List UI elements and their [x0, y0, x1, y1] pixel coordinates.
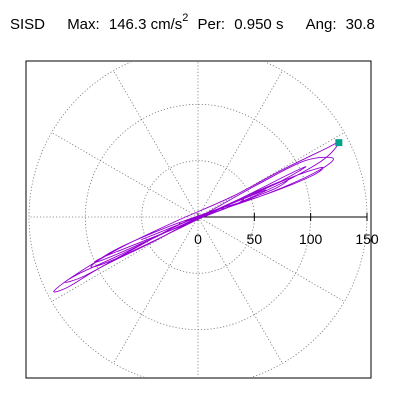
tick-label-50: 50 — [247, 231, 263, 247]
max-label: Max: — [67, 16, 100, 33]
max-value: 146.3 cm/s — [108, 16, 183, 33]
grid-spoke-330 — [197, 216, 345, 302]
grid-spoke-30 — [197, 132, 345, 218]
grid-spoke-300 — [197, 216, 283, 364]
grid-spoke-120 — [113, 70, 199, 218]
tick-label-150: 150 — [355, 231, 379, 247]
per-value: 0.950 s — [234, 16, 284, 33]
tick-label-100: 100 — [299, 231, 323, 247]
radial-axis: 0 50 100 150 — [194, 213, 379, 247]
ang-label: Ang: — [305, 16, 337, 33]
grid-spoke-210 — [51, 216, 199, 302]
chart-title: SISD Max: 146.3 cm/s2 Per: 0.950 s Ang: … — [10, 12, 375, 44]
max-unit-power: 2 — [182, 12, 189, 24]
peak-marker — [335, 139, 343, 147]
plot-frame — [25, 60, 372, 379]
grid-spoke-150 — [51, 132, 199, 218]
grid-spoke-240 — [113, 216, 199, 364]
per-label: Per: — [197, 16, 226, 33]
station-label: SISD — [10, 16, 46, 33]
grid-spoke-60 — [197, 70, 283, 218]
ang-value: 30.8 — [345, 16, 375, 33]
orbit-series — [53, 141, 340, 293]
tick-label-0: 0 — [194, 231, 202, 247]
orbit-trace — [53, 141, 340, 293]
peak-marker-layer — [335, 139, 343, 147]
